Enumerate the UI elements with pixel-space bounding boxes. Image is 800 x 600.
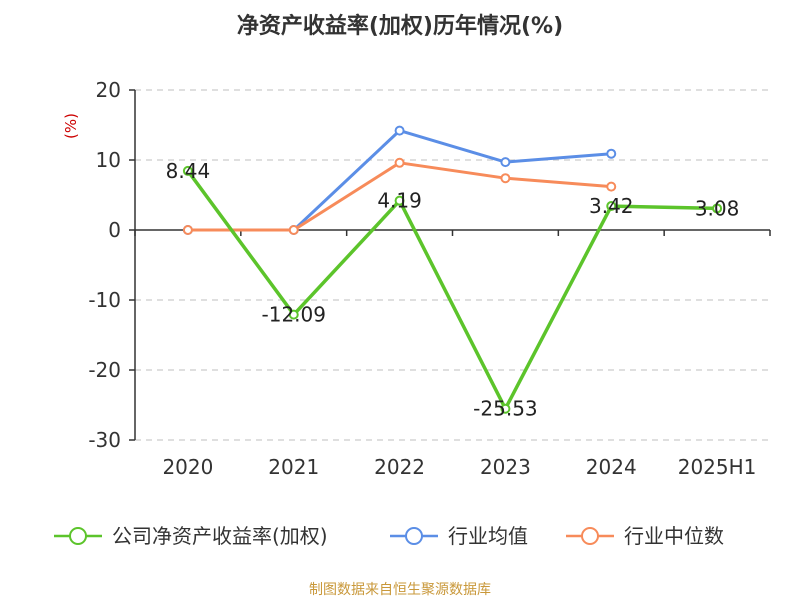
series-line-0 (186, 169, 718, 411)
data-source-note: 制图数据来自恒生聚源数据库 (309, 582, 491, 598)
x-tick-label: 2021 (268, 455, 319, 479)
x-tick-label: 2022 (374, 455, 425, 479)
data-point[interactable] (182, 225, 193, 235)
x-tick-label: 2024 (586, 455, 637, 479)
data-point[interactable] (394, 195, 405, 206)
data-point[interactable] (500, 403, 511, 414)
data-point[interactable] (606, 201, 617, 212)
data-point[interactable] (288, 309, 299, 320)
data-label: 4.19 (377, 189, 422, 213)
data-label: 3.42 (589, 194, 634, 218)
y-tick-label: -20 (88, 358, 121, 382)
data-labels: 8.44 -12.09 4.19 -25.53 3.42 3.08 (166, 159, 740, 421)
data-point[interactable] (606, 181, 617, 192)
y-tick-label: -10 (88, 288, 121, 312)
data-point[interactable] (500, 173, 511, 184)
data-label: -12.09 (262, 303, 326, 327)
series-lines (182, 125, 723, 414)
data-point[interactable] (394, 157, 405, 168)
legend-marker (581, 527, 599, 545)
chart-title: 净资产收益率(加权)历年情况(%) (237, 13, 563, 39)
x-tick-label: 2020 (162, 455, 213, 479)
data-point[interactable] (500, 157, 511, 168)
y-tick-label: 0 (108, 218, 121, 242)
legend-marker (405, 527, 423, 545)
legend: 公司净资产收益率(加权) 行业均值 行业中位数 (54, 524, 724, 548)
data-point[interactable] (288, 225, 299, 235)
legend-marker (69, 527, 87, 545)
y-axis-label: (%) (62, 113, 80, 139)
x-tick-label: 2025H1 (678, 455, 757, 479)
legend-label[interactable]: 公司净资产收益率(加权) (112, 524, 328, 548)
gridlines (135, 89, 770, 441)
data-label: 8.44 (166, 159, 211, 183)
y-tick-label: -30 (88, 428, 121, 452)
y-tick-label: 10 (96, 148, 121, 172)
y-tick-label: 20 (96, 78, 121, 102)
x-tick-label: 2023 (480, 455, 531, 479)
legend-label[interactable]: 行业中位数 (624, 524, 724, 548)
data-point[interactable] (606, 148, 617, 159)
data-label: 3.08 (695, 196, 740, 220)
data-point[interactable] (182, 165, 193, 176)
data-label: -25.53 (473, 397, 537, 421)
data-point[interactable] (712, 203, 723, 214)
legend-label[interactable]: 行业均值 (448, 524, 528, 548)
axes: 20 10 0 -10 -20 -30 2020 2021 2022 2023 2024 2025H1 (88, 78, 771, 479)
data-point[interactable] (394, 125, 405, 136)
